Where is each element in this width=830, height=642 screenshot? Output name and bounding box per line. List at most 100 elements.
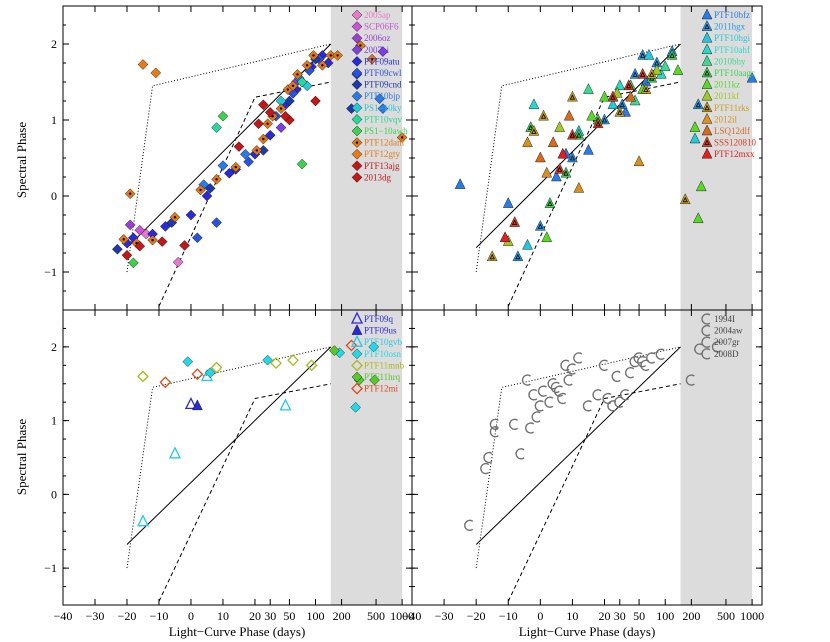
series-10 xyxy=(128,110,308,269)
series-6 xyxy=(159,339,358,389)
data-point xyxy=(191,368,204,381)
data-point-inner xyxy=(569,94,576,100)
data-point xyxy=(614,105,626,117)
legend-marker xyxy=(701,54,713,66)
shaded-region xyxy=(680,6,753,310)
reference-line-dotted xyxy=(475,346,681,569)
series-8 xyxy=(486,67,691,261)
data-point xyxy=(619,389,630,401)
data-point xyxy=(124,219,136,231)
data-point xyxy=(287,354,299,367)
y-tick-label: 2 xyxy=(51,37,57,51)
data-point-inner xyxy=(669,52,675,58)
data-point xyxy=(685,374,695,386)
series-11 xyxy=(118,40,408,249)
data-point xyxy=(489,426,499,438)
data-point xyxy=(522,136,533,148)
reference-line-solid xyxy=(126,346,332,545)
legend-marker xyxy=(351,359,363,372)
x-tick-label: 200 xyxy=(333,609,351,623)
series-10 xyxy=(535,90,636,163)
data-point xyxy=(599,90,610,102)
series-0 xyxy=(184,396,198,410)
data-point xyxy=(134,224,146,236)
data-point xyxy=(586,109,597,121)
series-1 xyxy=(134,224,146,236)
data-point xyxy=(746,71,758,83)
data-point xyxy=(614,79,626,91)
legend-marker xyxy=(351,90,363,102)
data-point xyxy=(210,361,223,374)
data-point-dot xyxy=(122,238,125,241)
data-point-dot xyxy=(128,192,132,195)
legend-marker-dot xyxy=(355,141,359,144)
legend-marker xyxy=(351,67,363,79)
data-point xyxy=(192,232,203,244)
legend-label: PTF11hrq xyxy=(364,372,401,382)
data-point xyxy=(573,181,585,193)
data-point xyxy=(521,374,531,386)
data-point-inner xyxy=(610,94,616,100)
data-point xyxy=(640,83,652,94)
data-point xyxy=(480,462,490,475)
reference-line-dashed xyxy=(507,383,681,602)
reference-line-solid xyxy=(475,346,681,545)
data-point xyxy=(508,418,519,430)
data-point xyxy=(541,231,553,243)
data-point xyxy=(636,355,647,368)
data-point-dot xyxy=(266,122,269,126)
legend-label: PTF10osn xyxy=(364,349,402,359)
data-point xyxy=(264,107,276,118)
data-point xyxy=(137,59,149,70)
x-tick-label: 1000 xyxy=(740,609,764,623)
data-point xyxy=(583,143,594,155)
data-point xyxy=(531,411,541,423)
xlabel-left: Light−Curve Phase (days) xyxy=(169,624,306,639)
data-point xyxy=(275,122,287,133)
data-point xyxy=(204,367,216,378)
data-point xyxy=(201,190,213,202)
legend-marker xyxy=(701,20,713,31)
data-point xyxy=(637,67,648,79)
xlabel-right: Light−Curve Phase (days) xyxy=(519,624,656,639)
x-tick-label: 200 xyxy=(682,609,700,623)
data-point xyxy=(192,399,203,411)
data-point xyxy=(156,236,168,247)
legend-label: PTF10aagc xyxy=(714,68,755,78)
panels-group: −10122005apSCP06F62006oz2007biPTF09atuPT… xyxy=(44,5,764,623)
legend-marker xyxy=(701,336,711,348)
legend-marker xyxy=(351,114,363,125)
legend-label: 2008D xyxy=(714,349,739,359)
data-point xyxy=(136,514,150,527)
data-point xyxy=(112,243,123,255)
legend-marker-inner xyxy=(704,104,710,111)
legend-label: PTF13ajg xyxy=(364,161,400,171)
legend-label: PTF10hgi xyxy=(714,33,751,43)
reference-line-dashed xyxy=(158,383,331,602)
data-point-dot xyxy=(151,238,154,242)
legend-marker xyxy=(351,102,363,114)
data-point xyxy=(243,156,254,168)
data-point xyxy=(258,99,269,111)
data-point-dot xyxy=(234,165,237,169)
y-tick-label: 2 xyxy=(51,340,57,354)
legend-marker xyxy=(701,313,711,325)
legend-marker xyxy=(701,112,713,124)
data-point-dot xyxy=(329,54,332,57)
data-point xyxy=(350,402,361,413)
legend-marker xyxy=(351,44,363,56)
data-point xyxy=(544,396,554,408)
legend-label: 2005ap xyxy=(364,10,391,20)
legend-marker xyxy=(701,324,711,337)
data-point xyxy=(582,400,592,412)
series-2 xyxy=(522,48,701,250)
legend-label: 2012il xyxy=(714,114,738,124)
x-tick-label: −30 xyxy=(435,609,454,623)
legend-marker xyxy=(701,124,713,136)
data-point xyxy=(692,98,704,110)
legend-label: PTF09us xyxy=(364,326,397,336)
legend-label: PTF09cnd xyxy=(364,80,402,90)
data-point xyxy=(489,418,499,430)
